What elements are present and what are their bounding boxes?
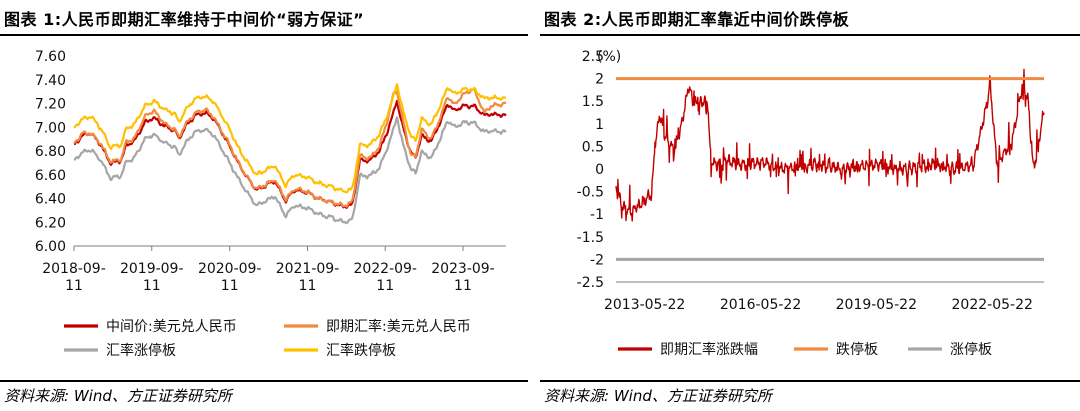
- x-tick-label: 2020-09-: [198, 261, 262, 277]
- series-line: [73, 116, 507, 225]
- y-tick-label: -2.5: [577, 275, 604, 291]
- y-tick-label: -1.5: [577, 230, 604, 246]
- legend-label: 汇率跌停板: [326, 342, 396, 359]
- x-tick-label: 2022-09-: [353, 261, 417, 277]
- plot-area: [73, 83, 507, 225]
- source-note: 资料来源: Wind、方正证券研究所: [544, 387, 772, 405]
- line-chart-right: -2.5 -2 -1.5 -1 -0.5 0 0.5 1 1.5 2 2.5(%) 2013-05-…: [577, 49, 1045, 358]
- series-line: [615, 68, 1045, 222]
- y-tick-label: 7.20: [35, 97, 66, 113]
- x-tick-label: 2013-05-22: [604, 297, 685, 313]
- series-line: [73, 83, 507, 194]
- legend-label: 涨停板: [950, 341, 992, 358]
- source-note: 资料来源: Wind、方正证券研究所: [4, 387, 232, 405]
- x-tick-label: 11: [143, 278, 161, 294]
- y-axis: 6.00 6.20 6.40 6.60 6.80 7.00 7.20 7.40 7.60: [35, 49, 66, 255]
- y-tick-label: 1.5: [582, 94, 604, 110]
- x-tick-label: 2019-05-22: [836, 297, 917, 313]
- y-tick-label: 2: [595, 72, 604, 88]
- x-tick-label: 2016-05-22: [720, 297, 801, 313]
- y-tick-label: -0.5: [577, 185, 604, 201]
- x-tick-label: 11: [65, 278, 83, 294]
- x-tick-label: 2021-09-: [276, 261, 340, 277]
- chart-panel-left: 图表 1:人民币即期汇率维持于中间价“弱方保证” 6.00 6.20 6.40 6.6…: [0, 0, 528, 411]
- y-tick-label: 1: [595, 117, 604, 133]
- y-unit-label: (%): [597, 49, 621, 65]
- line-chart-left: 6.00 6.20 6.40 6.60 6.80 7.00 7.20 7.40 7.60 201…: [35, 49, 507, 359]
- y-tick-label: 6.60: [35, 168, 66, 184]
- y-tick-label: -2: [590, 252, 604, 268]
- chart-title: 图表 2:人民币即期汇率靠近中间价跌停板: [544, 10, 850, 29]
- legend-label: 中间价:美元兑人民币: [106, 319, 237, 335]
- chart-title: 图表 1:人民币即期汇率维持于中间价“弱方保证”: [4, 10, 365, 29]
- bottom-rule: [540, 380, 1080, 382]
- y-tick-label: 0.5: [582, 139, 604, 155]
- x-tick-label: 11: [299, 278, 317, 294]
- x-tick-label: 11: [454, 278, 472, 294]
- legend-label: 即期汇率:美元兑人民币: [326, 318, 471, 335]
- x-tick-label: 2023-09-: [431, 261, 495, 277]
- y-tick-label: 7.00: [35, 120, 66, 136]
- x-tick-label: 11: [221, 278, 239, 294]
- y-tick-label: 6.40: [35, 192, 66, 208]
- legend-label: 跌停板: [836, 341, 878, 358]
- chart-panel-right: 图表 2:人民币即期汇率靠近中间价跌停板 -2.5 -2 -1.5 -1 -0.5 0 0.…: [540, 0, 1080, 411]
- y-tick-label: 2.5: [582, 49, 604, 65]
- x-tick-label: 2018-09-: [42, 261, 106, 277]
- bottom-rule: [0, 380, 528, 382]
- y-tick-label: 7.40: [35, 73, 66, 89]
- top-rule: [540, 34, 1080, 36]
- top-rule: [0, 34, 528, 36]
- y-tick-label: 6.80: [35, 144, 66, 160]
- legend: 即期汇率涨跌幅 跌停板 涨停板: [618, 341, 992, 358]
- x-axis: 2013-05-22 2016-05-22 2019-05-22 2022-05-22: [604, 281, 1044, 313]
- series-line: [73, 87, 507, 208]
- x-tick-label: 11: [376, 278, 394, 294]
- legend-label: 即期汇率涨跌幅: [660, 341, 758, 358]
- legend-label: 汇率涨停板: [106, 342, 176, 359]
- x-axis: 2018-09-112019-09-112020-09-112021-09-11…: [42, 245, 506, 294]
- x-tick-label: 2022-05-22: [952, 297, 1033, 313]
- y-tick-label: 6.20: [35, 215, 66, 231]
- y-tick-label: 6.00: [35, 239, 66, 255]
- plot-area: [615, 68, 1045, 261]
- y-tick-label: 0: [595, 162, 604, 178]
- y-tick-label: -1: [590, 207, 604, 223]
- x-tick-label: 2019-09-: [120, 261, 184, 277]
- y-tick-label: 7.60: [35, 49, 66, 65]
- y-axis: -2.5 -2 -1.5 -1 -0.5 0 0.5 1 1.5 2 2.5(%): [577, 49, 622, 291]
